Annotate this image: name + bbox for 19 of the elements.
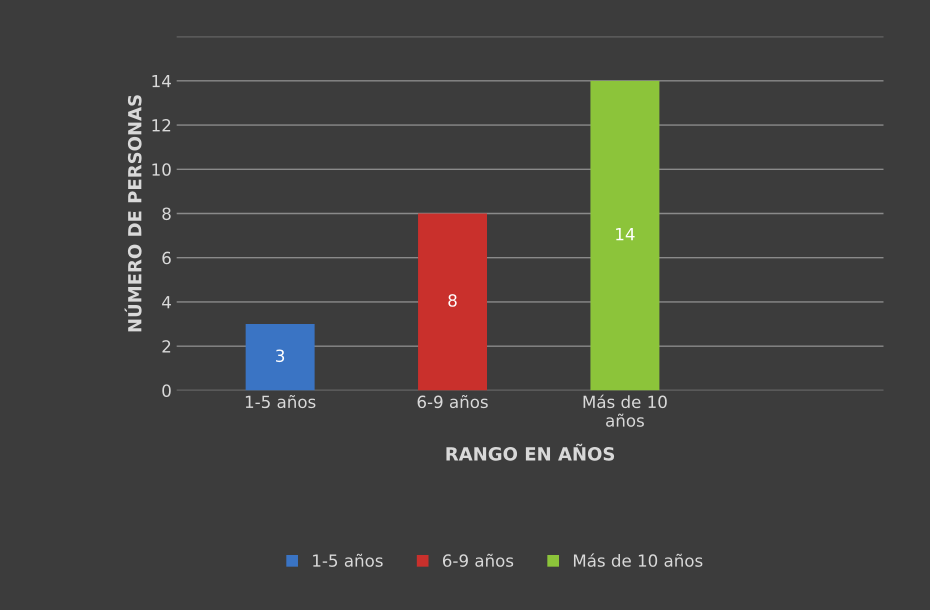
y-tick-label: 6 [162,252,171,264]
data-label: 8 [448,294,457,307]
y-tick-label: 8 [162,207,171,220]
y-tick-label: 4 [162,296,171,308]
y-tick-label: 10 [152,163,171,176]
y-tick-label: 2 [162,340,170,353]
x-tick-label: Más de 10 años [584,394,667,427]
x-tick-label: 6-9 años [418,394,488,408]
data-label: 3 [276,349,284,362]
legend-label: Más de 10 años [574,553,702,567]
legend-label: 1-5 años [313,554,383,567]
y-tick-label: 12 [152,119,170,132]
y-tick-label: 14 [152,75,171,88]
data-label: 14 [616,228,635,240]
x-axis-title: RANGO EN AÑOS [446,444,614,461]
x-tick-label: 1-5 años [246,394,316,408]
y-tick-label: 0 [162,384,171,397]
y-axis-title: NÚMERO DE PERSONAS [124,95,142,332]
legend-label: 6-9 años [442,554,514,567]
